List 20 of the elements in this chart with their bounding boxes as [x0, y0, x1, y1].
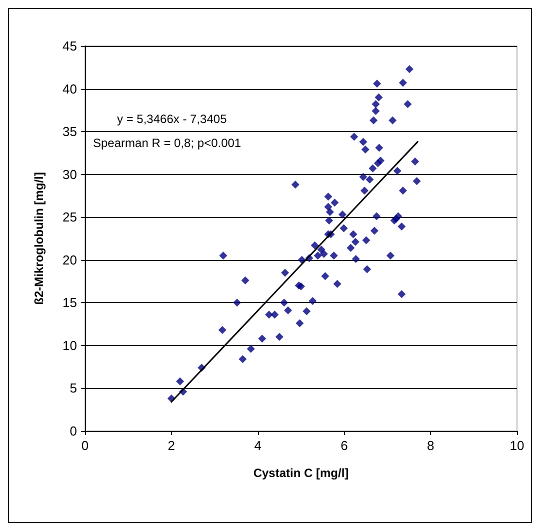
x-tick-label: 0	[81, 438, 89, 453]
y-axis-title: ß2-Mikroglobulin [mg/l]	[32, 172, 46, 305]
y-tick-label: 45	[62, 38, 77, 54]
y-tick-label: 30	[62, 166, 77, 182]
annotation: Spearman R = 0,8; p<0.001	[93, 136, 242, 150]
x-tick-label: 4	[254, 438, 262, 453]
x-tick-label: 6	[340, 438, 348, 453]
y-tick-label: 35	[62, 124, 77, 140]
y-tick-label: 40	[62, 81, 77, 96]
x-tick-label: 2	[168, 438, 176, 453]
y-tick-label: 20	[62, 252, 77, 268]
x-tick-label: 10	[510, 438, 524, 453]
x-axis-title: Cystatin C [mg/l]	[253, 466, 349, 480]
y-tick-label: 0	[70, 424, 77, 438]
y-tick-label: 5	[70, 380, 77, 396]
x-tick-label: 8	[426, 438, 434, 453]
y-tick-label: 25	[62, 210, 77, 225]
annotation: y = 5,3466x - 7,3405	[117, 112, 228, 126]
y-tick-label: 10	[62, 338, 77, 353]
y-tick-label: 15	[62, 295, 77, 310]
